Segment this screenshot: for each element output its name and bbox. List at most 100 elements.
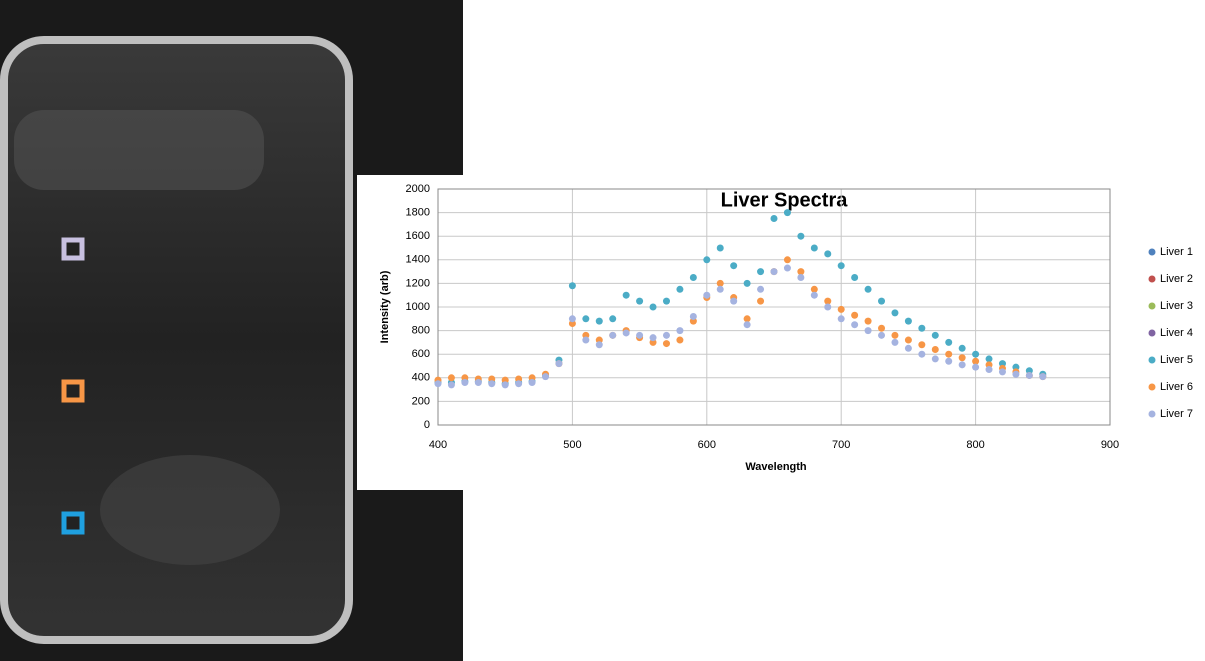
legend-marker (1149, 411, 1156, 418)
data-point (1039, 373, 1046, 380)
legend-marker (1149, 330, 1156, 337)
y-tick-label: 1800 (406, 207, 430, 219)
y-tick-label: 1600 (406, 230, 430, 242)
data-point (999, 368, 1006, 375)
y-tick-label: 200 (412, 395, 430, 407)
y-tick-label: 1200 (406, 277, 430, 289)
data-point (838, 315, 845, 322)
data-point (663, 298, 670, 305)
roi-marker (64, 240, 82, 258)
legend-marker (1149, 384, 1156, 391)
data-point (663, 332, 670, 339)
data-point (582, 337, 589, 344)
data-point (650, 304, 657, 311)
data-point (569, 282, 576, 289)
data-point (448, 374, 455, 381)
data-point (932, 346, 939, 353)
data-point (717, 245, 724, 252)
data-point (784, 256, 791, 263)
legend-marker (1149, 249, 1156, 256)
data-point (878, 325, 885, 332)
data-point (744, 321, 751, 328)
data-point (650, 334, 657, 341)
data-point (878, 298, 885, 305)
data-point (986, 366, 993, 373)
data-point (891, 339, 898, 346)
data-point (636, 332, 643, 339)
data-point (448, 381, 455, 388)
data-point (945, 339, 952, 346)
legend-label: Liver 7 (1160, 408, 1193, 420)
data-point (891, 309, 898, 316)
data-point (1012, 371, 1019, 378)
legend-marker (1149, 303, 1156, 310)
data-point (596, 318, 603, 325)
data-point (771, 268, 778, 275)
data-point (972, 351, 979, 358)
data-point (838, 262, 845, 269)
data-point (703, 256, 710, 263)
data-point (945, 351, 952, 358)
roi-marker (64, 514, 82, 532)
highlight (14, 110, 264, 190)
data-point (878, 332, 885, 339)
data-point (932, 355, 939, 362)
data-point (542, 373, 549, 380)
legend-label: Liver 3 (1160, 300, 1193, 312)
data-point (918, 351, 925, 358)
chart-title: Liver Spectra (721, 189, 849, 211)
data-point (851, 312, 858, 319)
data-point (959, 354, 966, 361)
data-point (824, 250, 831, 257)
legend-marker (1149, 276, 1156, 283)
data-point (905, 337, 912, 344)
legend-label: Liver 6 (1160, 381, 1193, 393)
data-point (488, 380, 495, 387)
data-point (784, 265, 791, 272)
data-point (959, 361, 966, 368)
y-tick-label: 2000 (406, 183, 430, 195)
data-point (690, 274, 697, 281)
data-point (663, 340, 670, 347)
data-point (959, 345, 966, 352)
data-point (461, 379, 468, 386)
legend-label: Liver 5 (1160, 354, 1193, 366)
data-point (918, 325, 925, 332)
legend-marker (1149, 357, 1156, 364)
legend-label: Liver 4 (1160, 327, 1193, 339)
data-point (945, 358, 952, 365)
data-point (811, 245, 818, 252)
legend-label: Liver 1 (1160, 246, 1193, 258)
page: Liver Spectra Wavelength Intensity (arb)… (0, 0, 1205, 661)
data-point (596, 341, 603, 348)
data-point (918, 341, 925, 348)
data-point (636, 298, 643, 305)
data-point (676, 337, 683, 344)
data-point (1026, 372, 1033, 379)
data-point (730, 298, 737, 305)
data-point (972, 364, 979, 371)
data-point (744, 280, 751, 287)
y-tick-label: 1400 (406, 254, 430, 266)
data-point (609, 315, 616, 322)
x-tick-label: 400 (429, 439, 447, 451)
data-point (676, 327, 683, 334)
roi-marker (64, 382, 82, 400)
y-tick-label: 0 (424, 419, 430, 431)
data-point (609, 332, 616, 339)
data-point (623, 292, 630, 299)
data-point (690, 313, 697, 320)
data-point (891, 332, 898, 339)
data-point (529, 379, 536, 386)
y-tick-label: 1000 (406, 301, 430, 313)
data-point (676, 286, 683, 293)
data-point (623, 329, 630, 336)
data-point (838, 306, 845, 313)
x-tick-label: 500 (563, 439, 581, 451)
data-point (435, 380, 442, 387)
data-point (851, 274, 858, 281)
data-point (797, 233, 804, 240)
x-tick-label: 800 (966, 439, 984, 451)
data-point (865, 327, 872, 334)
x-axis-title: Wavelength (745, 461, 807, 473)
